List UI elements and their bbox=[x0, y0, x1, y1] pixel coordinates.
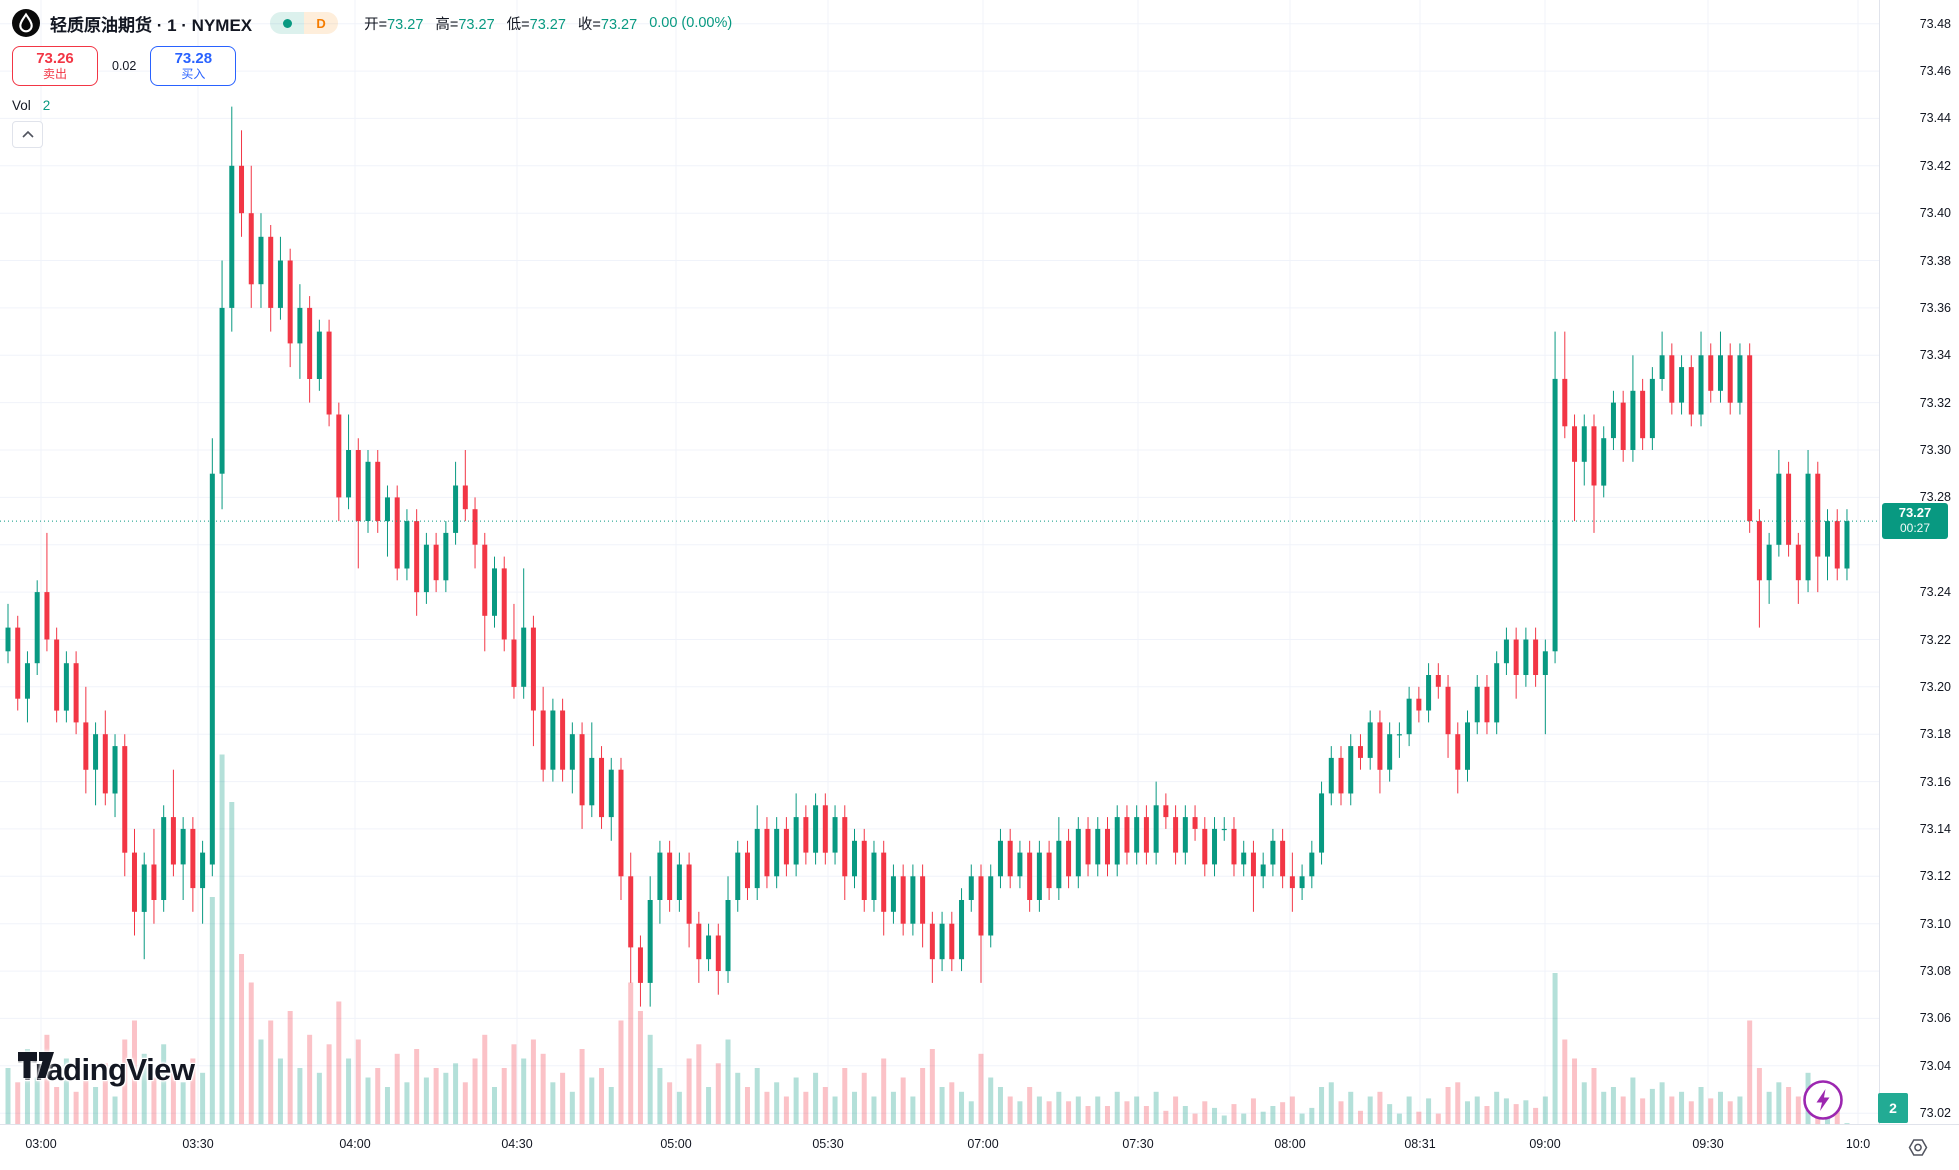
price-axis-label: 73.42 bbox=[1919, 158, 1951, 173]
tradingview-logo-icon bbox=[18, 1052, 54, 1078]
price-axis-label: 73.36 bbox=[1919, 300, 1951, 315]
volume-value: 2 bbox=[42, 98, 51, 113]
collapse-legend-button[interactable] bbox=[12, 121, 43, 148]
open-value: 73.27 bbox=[387, 16, 424, 33]
market-status-pill[interactable] bbox=[270, 12, 305, 34]
time-axis-label: 10:0 bbox=[1845, 1137, 1871, 1151]
time-axis-label: 05:30 bbox=[812, 1137, 844, 1151]
price-axis-label: 73.12 bbox=[1919, 869, 1951, 884]
high-label: 高= bbox=[435, 16, 459, 33]
change-value: 0.00 (0.00%) bbox=[649, 15, 733, 31]
candlestick-svg[interactable] bbox=[0, 0, 1879, 1125]
time-axis-label: 07:00 bbox=[967, 1137, 999, 1151]
close-value: 73.27 bbox=[600, 16, 638, 33]
chart-legend: 轻质原油期货 · 1 · NYMEX D 开=73.27 高=73.27 低=7… bbox=[12, 8, 732, 148]
buy-price: 73.28 bbox=[174, 50, 213, 67]
status-interval-pills[interactable]: D bbox=[270, 12, 339, 34]
time-axis-label: 04:30 bbox=[501, 1137, 533, 1151]
time-axis-label: 09:00 bbox=[1529, 1137, 1561, 1151]
price-axis-label: 73.30 bbox=[1919, 443, 1951, 457]
close-label: 收= bbox=[577, 16, 601, 33]
price-axis-label: 73.18 bbox=[1919, 727, 1951, 742]
low-label: 低= bbox=[506, 16, 530, 33]
price-axis-label: 73.22 bbox=[1919, 632, 1951, 647]
last-price-value: 73.27 bbox=[1898, 505, 1932, 520]
lightning-icon[interactable] bbox=[1801, 1078, 1845, 1122]
trade-panel: 73.26 卖出 0.02 73.28 买入 bbox=[12, 46, 732, 86]
symbol-title[interactable]: 轻质原油期货 · 1 · NYMEX bbox=[50, 15, 253, 35]
price-axis-label: 73.38 bbox=[1919, 253, 1951, 268]
last-price-badge: 73.27 00:27 bbox=[1882, 503, 1948, 539]
volume-label: Vol bbox=[12, 98, 31, 113]
high-value: 73.27 bbox=[458, 16, 495, 33]
time-axis-label: 07:30 bbox=[1122, 1137, 1154, 1151]
time-axis-label: 09:30 bbox=[1692, 1137, 1724, 1151]
tradingview-watermark: TradingView bbox=[18, 1052, 195, 1088]
market-status-dot-icon bbox=[282, 18, 292, 28]
sell-button[interactable]: 73.26 卖出 bbox=[12, 46, 98, 86]
time-axis-label: 08:31 bbox=[1404, 1137, 1436, 1151]
price-axis-label: 73.46 bbox=[1919, 64, 1951, 79]
buy-label: 买入 bbox=[181, 67, 206, 81]
price-axis-label: 73.08 bbox=[1919, 964, 1951, 979]
time-axis-label: 04:00 bbox=[339, 1137, 371, 1151]
price-axis-label: 73.10 bbox=[1919, 916, 1951, 931]
chart-plot-area[interactable]: TradingView bbox=[0, 0, 1879, 1125]
sell-label: 卖出 bbox=[42, 67, 67, 81]
bar-countdown: 00:27 bbox=[1899, 521, 1931, 536]
time-axis-label: 05:00 bbox=[660, 1137, 692, 1151]
price-axis-label: 73.20 bbox=[1919, 679, 1951, 694]
spread-value: 0.02 bbox=[112, 59, 137, 73]
symbol-row: 轻质原油期货 · 1 · NYMEX D 开=73.27 高=73.27 低=7… bbox=[12, 8, 732, 38]
axis-settings-gear-icon[interactable] bbox=[1908, 1138, 1928, 1162]
price-axis-label: 73.14 bbox=[1919, 821, 1951, 836]
time-axis-label: 03:00 bbox=[25, 1137, 57, 1151]
buy-button[interactable]: 73.28 买入 bbox=[150, 46, 237, 86]
price-axis-label: 73.40 bbox=[1919, 206, 1951, 221]
chevron-up-icon bbox=[21, 131, 34, 138]
price-axis-label: 73.16 bbox=[1919, 774, 1951, 789]
price-axis-label: 73.34 bbox=[1919, 348, 1951, 363]
open-label: 开= bbox=[364, 16, 388, 33]
volume-legend-row[interactable]: Vol 2 bbox=[12, 98, 732, 113]
price-axis-label: 73.02 bbox=[1919, 1106, 1951, 1121]
low-value: 73.27 bbox=[529, 16, 566, 33]
ohlc-readout: 开=73.27 高=73.27 低=73.27 收=73.27 0.00 (0.… bbox=[364, 13, 732, 34]
crude-oil-symbol-icon bbox=[12, 9, 40, 37]
price-axis-label: 73.48 bbox=[1919, 16, 1951, 31]
price-axis-label: 73.24 bbox=[1919, 585, 1951, 600]
lightning-bolt-icon bbox=[1803, 1080, 1843, 1120]
price-axis-label: 73.28 bbox=[1919, 490, 1951, 505]
time-axis[interactable]: 03:00 03:30 04:00 04:30 05:00 05:30 07:00 07:30… bbox=[0, 1124, 1959, 1170]
sell-price: 73.26 bbox=[36, 50, 74, 67]
price-axis-label: 73.44 bbox=[1919, 111, 1951, 126]
price-axis-label: 73.06 bbox=[1919, 1011, 1951, 1026]
axis-corner bbox=[1880, 1126, 1959, 1170]
volume-axis-badge: 2 bbox=[1878, 1093, 1908, 1123]
time-axis-label: 03:30 bbox=[182, 1137, 214, 1151]
price-axis[interactable]: 73.27 00:27 2 73.48 73.46 73.44 73.42 73.40 7… bbox=[1878, 0, 1959, 1125]
time-axis-label: 08:00 bbox=[1274, 1137, 1306, 1151]
interval-badge[interactable]: D bbox=[304, 12, 339, 34]
price-axis-label: 73.32 bbox=[1919, 395, 1951, 410]
price-axis-label: 73.04 bbox=[1919, 1058, 1951, 1073]
